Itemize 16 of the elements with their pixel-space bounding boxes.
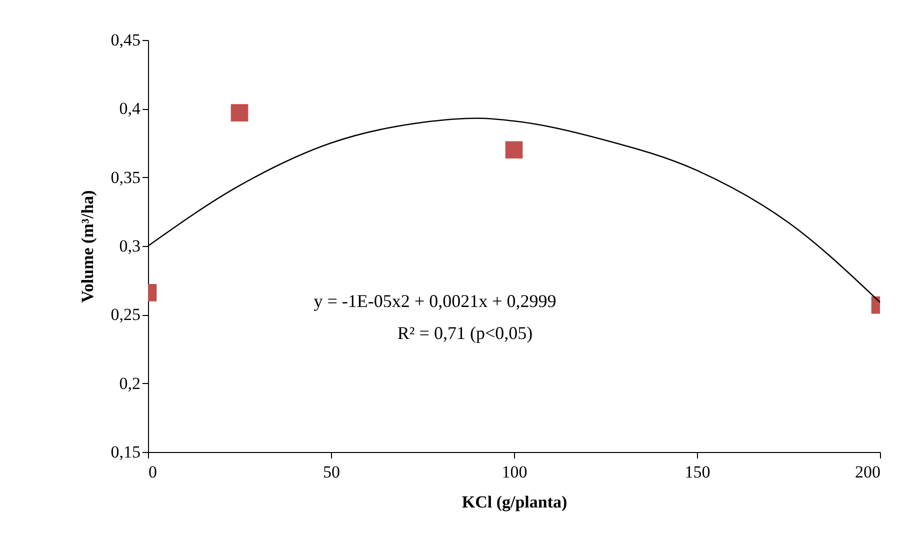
y-tick-label: 0,3 [119,236,140,256]
x-tick-label: 100 [502,462,528,482]
x-tick-label: 200 [855,462,880,482]
y-tick-label: 0,35 [110,168,140,187]
y-tick-label: 0,2 [119,374,140,393]
y-axis-title: Volume (m³/ha) [78,190,97,303]
annotation: y = -1E-05x2 + 0,0021x + 0,2999 [314,291,556,311]
x-tick-label: 50 [323,462,340,482]
y-tick-label: 0,15 [110,442,140,462]
annotation: R² = 0,71 (p<0,05) [397,323,533,343]
y-tick-label: 0,25 [110,305,140,324]
y-tick-label: 0,4 [119,99,141,118]
x-tick-label: 0 [148,462,157,482]
x-axis-title: KCl (g/planta) [462,492,568,512]
y-tick-label: 0,45 [110,30,140,50]
x-tick-label: 150 [684,462,710,482]
